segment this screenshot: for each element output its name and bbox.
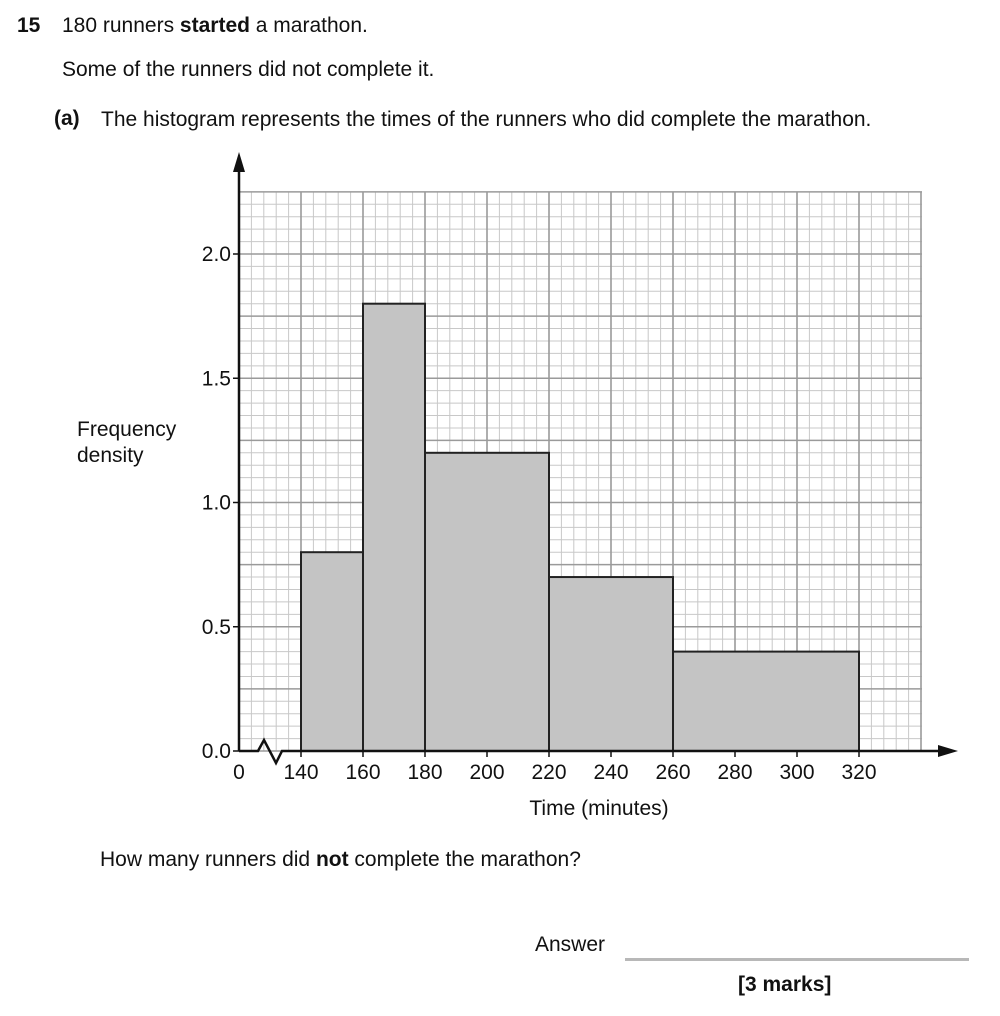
histogram-bar — [672, 650, 860, 752]
x-tick-label: 320 — [841, 761, 876, 784]
histogram-bars — [300, 302, 860, 753]
histogram: 0.0 0.5 1.0 1.5 2.0 0 140 160 180 200 220 240 260 28… — [202, 152, 958, 820]
y-tick-labels: 0.0 0.5 1.0 1.5 2.0 — [202, 243, 239, 763]
question-intro: 180 runners started a marathon. — [62, 14, 368, 37]
question-prompt: How many runners did not complete the ma… — [100, 848, 581, 871]
x-tick-label: 300 — [779, 761, 814, 784]
x-tick-labels: 0 140 160 180 200 220 240 260 280 300 320 — [233, 751, 877, 784]
answer-label: Answer — [535, 933, 606, 956]
x-tick-label: 160 — [345, 761, 380, 784]
y-tick-label: 0.5 — [202, 616, 231, 639]
x-tick-label: 260 — [655, 761, 690, 784]
histogram-bar — [548, 576, 674, 752]
x-tick-label: 0 — [233, 761, 245, 784]
y-tick-label: 1.5 — [202, 367, 231, 390]
histogram-bar — [424, 451, 550, 752]
x-tick-label: 140 — [283, 761, 318, 784]
y-tick-label: 2.0 — [202, 243, 231, 266]
y-axis-label: Frequency density — [77, 418, 177, 467]
x-tick-label: 280 — [717, 761, 752, 784]
part-text: The histogram represents the times of th… — [101, 108, 872, 131]
x-tick-label: 220 — [531, 761, 566, 784]
x-axis-label: Time (minutes) — [529, 797, 668, 820]
x-tick-label: 200 — [469, 761, 504, 784]
histogram-bar — [300, 551, 364, 753]
x-tick-label: 240 — [593, 761, 628, 784]
question-number: 15 — [17, 14, 41, 37]
marks-label: [3 marks] — [738, 973, 832, 996]
histogram-bar — [362, 302, 426, 752]
axes — [233, 152, 958, 766]
question-context: Some of the runners did not complete it. — [62, 58, 435, 81]
y-tick-label: 0.0 — [202, 740, 231, 763]
x-tick-label: 180 — [407, 761, 442, 784]
part-label: (a) — [54, 107, 80, 130]
y-tick-label: 1.0 — [202, 492, 231, 515]
answer-field[interactable] — [625, 958, 969, 961]
